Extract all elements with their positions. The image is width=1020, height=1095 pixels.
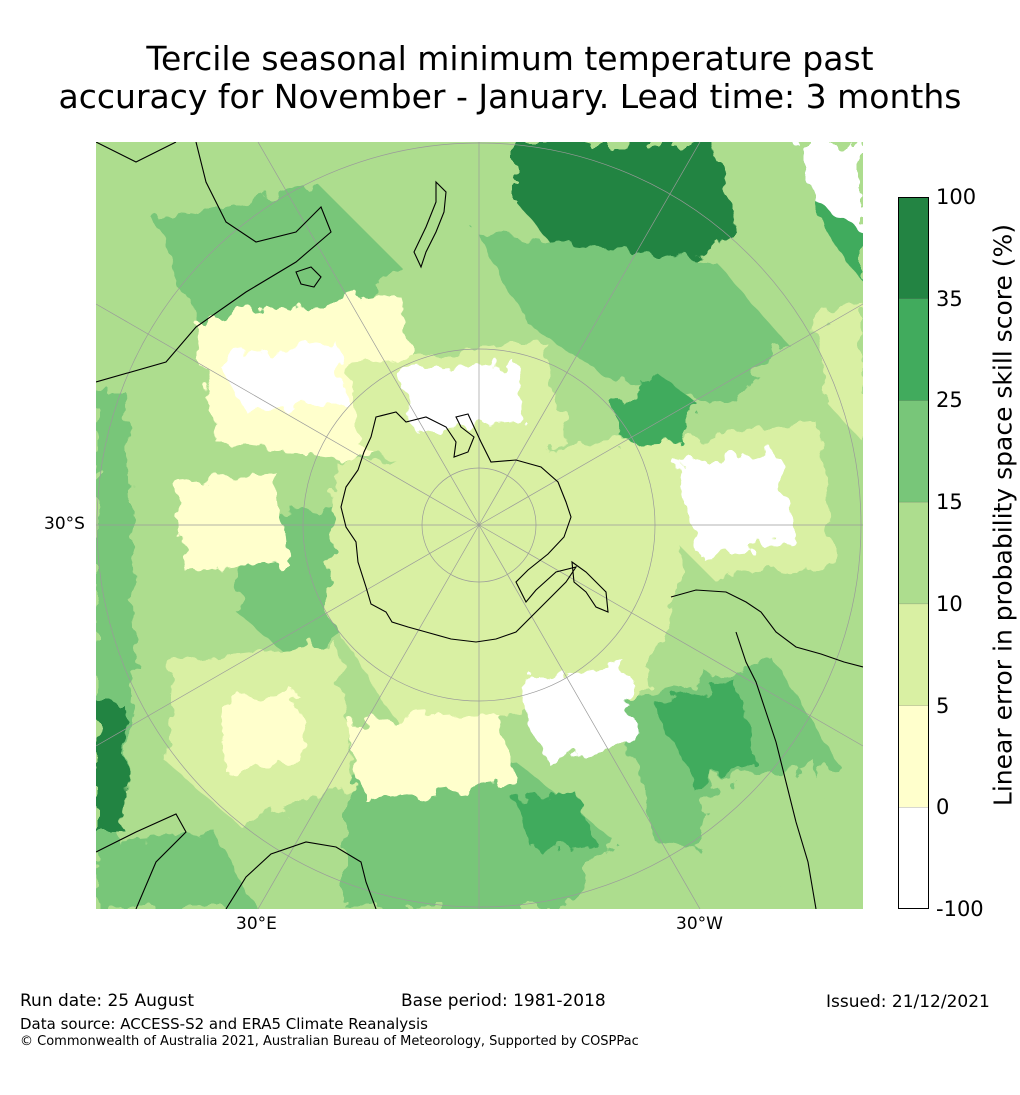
colorbar-tick-label: -100 (936, 897, 984, 921)
coastlines (96, 142, 863, 909)
data-source: Data source: ACCESS-S2 and ERA5 Climate … (20, 1015, 428, 1033)
antarctic-peninsula-coast (571, 560, 609, 613)
colorbar-tick-label: 100 (936, 185, 977, 209)
colorbar-title: Linear error in probability space skill … (988, 223, 1018, 807)
issued-date: Issued: 21/12/2021 (826, 992, 990, 1012)
colorbar (898, 197, 929, 909)
africa-coast (96, 813, 187, 909)
new-zealand-coast (413, 180, 447, 269)
run-date: Run date: 25 August (20, 991, 194, 1011)
lon-label-30e: 30°E (236, 914, 277, 934)
field-patches (96, 142, 863, 909)
colorbar-bin (898, 197, 929, 299)
colorbar-bin (898, 807, 929, 909)
colorbar-tick-label: 5 (936, 693, 950, 718)
antarctica-coast (340, 411, 578, 643)
south-america-coast (670, 589, 863, 668)
australia-coast (96, 142, 177, 163)
lon-label-30w: 30°W (676, 914, 723, 934)
colorbar-bin (898, 502, 929, 604)
colorbar-tick-label: 15 (936, 490, 963, 515)
africa-coast-2 (225, 841, 377, 909)
colorbar-bin (898, 603, 929, 706)
south-america-coast-2 (735, 631, 817, 909)
tasmania-coast (295, 266, 322, 288)
colorbar-bin (898, 705, 929, 808)
lat-label-30s: 30°S (44, 514, 85, 534)
colorbar-bin (898, 400, 929, 503)
copyright-notice: © Commonwealth of Australia 2021, Austra… (20, 1034, 639, 1049)
skill-score-map (96, 142, 863, 909)
graticule (96, 142, 863, 909)
australia-coast-2 (96, 142, 332, 383)
colorbar-tick-label: 0 (936, 795, 950, 820)
title-line-1: Tercile seasonal minimum temperature pas… (146, 39, 874, 78)
colorbar-bin (898, 298, 929, 401)
base-period: Base period: 1981-2018 (401, 991, 606, 1011)
colorbar-tick-label: 10 (936, 591, 963, 616)
title-line-2: accuracy for November - January. Lead ti… (58, 77, 962, 116)
chart-title: Tercile seasonal minimum temperature pas… (0, 40, 1020, 116)
colorbar-tick-label: 35 (936, 286, 963, 311)
colorbar-tick-label: 25 (936, 388, 963, 413)
